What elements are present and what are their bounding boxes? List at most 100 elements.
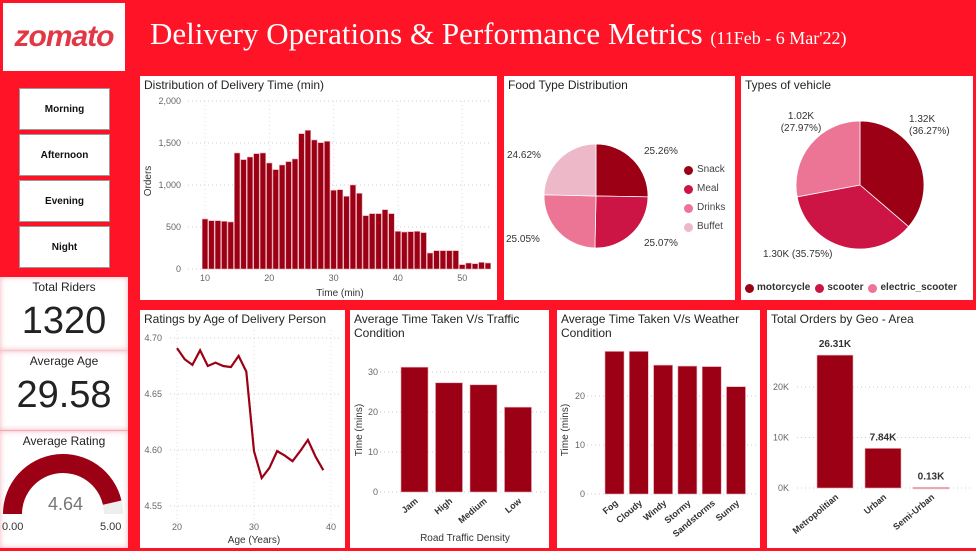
legend-dot <box>684 203 693 213</box>
x-tick-label: 50 <box>457 273 467 283</box>
histogram-bar <box>227 221 234 270</box>
histogram-bar <box>407 231 414 270</box>
pie-label: 25.05% <box>506 234 540 245</box>
legend-item-buffet[interactable]: Buffet <box>684 221 723 233</box>
bar-sunny <box>726 386 746 495</box>
geo-bar-chart: 0K 10K 20K Metropolitian 26.31K Urban 7.84K Sem… <box>773 339 972 536</box>
slicer-afternoon-button[interactable]: Afternoon <box>19 134 110 176</box>
y-tick-label: 10 <box>575 440 585 450</box>
histogram-bar <box>240 159 247 270</box>
x-tick-label: Jam <box>400 496 420 515</box>
histogram-bar <box>279 164 286 270</box>
histogram-bar <box>484 262 492 270</box>
histogram-bar <box>214 220 221 270</box>
food-type-pie <box>543 143 649 249</box>
pie-label: 25.26% <box>644 146 678 157</box>
y-tick-label: 0 <box>580 489 585 499</box>
histogram-bar <box>426 252 434 270</box>
legend-item-motorcycle[interactable]: motorcycle <box>745 282 810 294</box>
slicer-evening-button[interactable]: Evening <box>19 180 110 222</box>
data-label: 0.13K <box>918 471 945 482</box>
geo-panel: Total Orders by Geo - Area 0K 10K 20K Metro… <box>767 310 976 548</box>
bar-urban <box>864 448 902 489</box>
bar-metropolitian <box>816 354 854 489</box>
legend-item-snack[interactable]: Snack <box>684 164 725 176</box>
legend-label: motorcycle <box>757 282 811 293</box>
chart-title: Ratings by Age of Delivery Person <box>144 312 327 326</box>
total-riders-label: Total Riders <box>32 280 96 294</box>
weather-panel: Average Time Taken V/s Weather Condition… <box>557 310 760 548</box>
pie-slice-motorcycle <box>859 120 925 228</box>
legend-dot <box>745 283 754 293</box>
x-axis-label: Road Traffic Density <box>420 533 510 544</box>
x-tick-label: 40 <box>326 522 336 532</box>
slicer-morning-button[interactable]: Morning <box>19 88 110 130</box>
histogram-bar <box>459 264 466 270</box>
pie-label: 1.30K (35.75%) <box>763 249 833 260</box>
x-tick-label: Urban <box>862 492 888 516</box>
pie-label: 24.62% <box>507 150 541 161</box>
average-age-label: Average Age <box>29 354 99 368</box>
pie-slice-drinks <box>543 194 597 249</box>
legend-label: Buffet <box>697 221 723 232</box>
histogram-bar <box>266 162 273 270</box>
x-tick-label: Sunny <box>714 498 742 523</box>
time-of-day-slicer: Morning Afternoon Evening Night <box>0 80 130 275</box>
bar-stormy <box>677 365 698 495</box>
x-tick-label: Medium <box>456 496 488 526</box>
logo-text: zomato <box>14 20 115 53</box>
histogram-bar <box>465 262 472 270</box>
histogram-bar <box>201 218 209 270</box>
bar-fog <box>604 351 625 495</box>
pie-slice-snack <box>595 143 649 198</box>
data-label: 26.31K <box>819 339 852 350</box>
slicer-night-button[interactable]: Night <box>19 226 110 268</box>
bar-low <box>504 406 532 493</box>
legend-label: Meal <box>697 183 719 194</box>
histogram-bar <box>336 189 344 270</box>
x-tick-label: 10 <box>200 273 210 283</box>
y-tick-label: 2,000 <box>158 96 181 106</box>
y-tick-label: 4.70 <box>144 333 162 343</box>
x-tick-label: Cloudy <box>614 498 644 525</box>
gauge-max: 5.00 <box>100 521 122 533</box>
chart-title: Average Time Taken V/s Traffic Condition <box>354 312 520 340</box>
histogram-bar <box>234 152 241 270</box>
histogram-bar <box>414 231 421 270</box>
histogram-bar <box>394 231 402 270</box>
legend-label: scooter <box>827 282 864 293</box>
bar-sandstorms <box>701 366 722 495</box>
x-tick-label: Low <box>503 495 524 515</box>
total-riders-value: 1320 <box>21 300 107 342</box>
x-tick-label: Semi-Urban <box>891 492 936 532</box>
average-rating-card: Average Rating 4.64 0.00 5.00 <box>0 430 128 548</box>
histogram-bar <box>381 209 389 270</box>
histogram-bar <box>304 130 311 270</box>
histogram-bar <box>259 152 266 270</box>
y-tick-label: 0K <box>778 483 789 493</box>
legend-item-drinks[interactable]: Drinks <box>684 202 725 214</box>
y-tick-label: 10K <box>773 433 789 443</box>
y-tick-label: 0 <box>176 264 181 274</box>
legend-item-electric-scooter[interactable]: electric_scooter <box>868 282 957 294</box>
average-age-card: Average Age 29.58 <box>0 350 128 430</box>
chart-title: Total Orders by Geo - Area <box>771 312 914 326</box>
x-axis-label: Age (Years) <box>228 535 280 546</box>
gauge-value: 4.64 <box>48 494 84 514</box>
y-tick-label: 4.55 <box>144 501 162 511</box>
chart-title: Food Type Distribution <box>508 78 628 92</box>
histogram-bar <box>343 196 350 270</box>
pie-slice-meal <box>594 195 649 249</box>
y-tick-label: 500 <box>166 222 181 232</box>
chart-title: Average Time Taken V/s Weather Condition <box>561 312 740 340</box>
pie-slice-electric-scooter <box>795 120 861 198</box>
legend-item-scooter[interactable]: scooter <box>815 282 863 294</box>
legend-item-meal[interactable]: Meal <box>684 183 719 195</box>
y-tick-label: 4.60 <box>144 445 162 455</box>
histogram-bar <box>311 139 318 270</box>
y-tick-label: 1,000 <box>158 180 181 190</box>
histogram-bar <box>317 142 324 270</box>
pie-slice-scooter <box>796 184 910 250</box>
rating-gauge <box>3 453 123 514</box>
histogram-bar <box>362 215 369 270</box>
